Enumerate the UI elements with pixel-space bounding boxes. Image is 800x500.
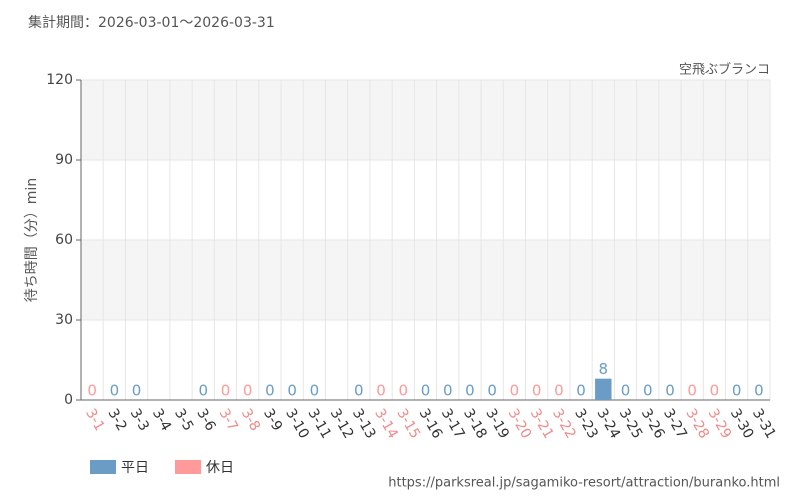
y-tick-label: 60 [55, 232, 73, 248]
bar-value-label: 0 [221, 382, 231, 400]
y-tick-label: 30 [55, 312, 73, 328]
bar-value-label: 0 [754, 382, 764, 400]
bar-value-label: 0 [665, 382, 675, 400]
bar-value-label: 0 [643, 382, 653, 400]
bar-value-label: 8 [599, 360, 609, 378]
legend-swatch [175, 460, 201, 474]
x-tick-label: 3-6 [193, 406, 218, 434]
bar-value-label: 0 [310, 382, 320, 400]
bar-value-label: 0 [265, 382, 275, 400]
y-axis-label: 待ち時間（分）min [24, 178, 40, 302]
x-tick-label: 3-2 [104, 406, 129, 434]
bar-value-label: 0 [710, 382, 720, 400]
x-tick-label: 3-4 [149, 406, 174, 434]
bar-value-label: 0 [399, 382, 409, 400]
x-tick-label: 3-1 [82, 406, 107, 434]
bar-value-label: 0 [132, 382, 142, 400]
x-tick-label: 3-5 [171, 406, 196, 434]
x-tick-label: 3-7 [216, 406, 241, 434]
bar-value-label: 0 [198, 382, 208, 400]
bar [595, 378, 612, 400]
bar-value-label: 0 [421, 382, 431, 400]
legend-label: 休日 [206, 460, 234, 476]
x-tick-label: 3-31 [749, 406, 779, 442]
bar-value-label: 0 [576, 382, 586, 400]
x-tick-label: 3-9 [260, 406, 285, 434]
bar-value-label: 0 [621, 382, 631, 400]
y-tick-label: 120 [46, 72, 73, 88]
x-tick-label: 3-8 [238, 406, 263, 434]
bar-value-label: 0 [376, 382, 386, 400]
bar-value-label: 0 [732, 382, 742, 400]
bar-value-label: 0 [687, 382, 697, 400]
bar-value-label: 0 [110, 382, 120, 400]
bar-value-label: 0 [443, 382, 453, 400]
bar-value-label: 0 [487, 382, 497, 400]
bar-value-label: 0 [243, 382, 253, 400]
source-url: https://parksreal.jp/sagamiko-resort/att… [388, 476, 780, 491]
grid-band [81, 240, 770, 320]
chart-title: 集計期間：2026-03-01〜2026-03-31 [28, 14, 275, 31]
y-tick-label: 0 [64, 392, 73, 408]
bar-value-label: 0 [287, 382, 297, 400]
bar-value-label: 0 [532, 382, 542, 400]
bar-value-label: 0 [465, 382, 475, 400]
bar-value-label: 0 [354, 382, 364, 400]
y-tick-label: 90 [55, 152, 73, 168]
chart-subtitle: 空飛ぶブランコ [679, 62, 770, 78]
bar-value-label: 0 [554, 382, 564, 400]
x-tick-label: 3-3 [127, 406, 152, 434]
grid-band [81, 80, 770, 160]
legend-label: 平日 [121, 460, 149, 476]
bar-value-label: 0 [87, 382, 97, 400]
bar-value-label: 0 [510, 382, 520, 400]
legend-swatch [90, 460, 116, 474]
